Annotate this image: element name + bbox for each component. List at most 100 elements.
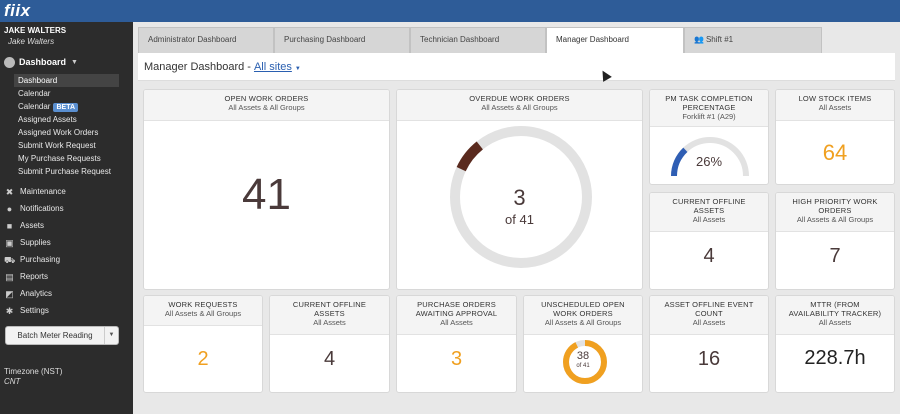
card-value: 228.7h <box>804 347 866 369</box>
chevron-down-icon[interactable]: ▼ <box>294 66 301 72</box>
cart-icon: ⛟ <box>4 254 16 265</box>
subnav-item-calendar[interactable]: Calendar <box>14 87 119 100</box>
chart-icon: ▤ <box>5 271 14 282</box>
tab-shift-1[interactable]: 👥 Shift #1 <box>684 27 822 53</box>
card-title-line1: PM TASK COMPLETION <box>665 94 753 103</box>
card-value: 4 <box>323 348 336 370</box>
dashboard-icon <box>4 56 15 68</box>
sidebar-dashboard-header[interactable]: Dashboard ▼ <box>4 55 129 69</box>
subnav-item-submit-purchase-request[interactable]: Submit Purchase Request <box>14 165 119 178</box>
subnav-item-label: Submit Purchase Request <box>18 167 111 176</box>
sidebar-item-maintenance[interactable]: ✖ Maintenance <box>4 183 129 200</box>
card-title: LOW STOCK ITEMS <box>798 94 872 103</box>
card-title-line2: AVAILABILITY TRACKER) <box>788 309 882 318</box>
card-subtitle: All Assets & All Groups <box>228 103 305 112</box>
card-value: 2 <box>197 348 209 370</box>
card-current-offline-assets-top[interactable]: CURRENT OFFLINE ASSETS All Assets 4 <box>649 192 769 290</box>
subnav-item-assigned-assets[interactable]: Assigned Assets <box>14 113 119 126</box>
sidebar-item-settings[interactable]: ✱ Settings <box>4 302 129 319</box>
sidebar-item-label: Settings <box>20 306 49 315</box>
user-name[interactable]: JAKE WALTERS <box>4 26 67 35</box>
subnav-item-submit-work-request[interactable]: Submit Work Request <box>14 139 119 152</box>
tab-technician-dashboard[interactable]: Technician Dashboard <box>410 27 546 53</box>
sidebar-item-supplies[interactable]: ▣ Supplies <box>4 234 129 251</box>
card-unscheduled-open-work-orders[interactable]: UNSCHEDULED OPEN WORK ORDERS All Assets … <box>523 295 643 393</box>
subnav-item-my-purchase-requests[interactable]: My Purchase Requests <box>14 152 119 165</box>
gauge-value-arc <box>671 147 688 177</box>
chevron-down-icon[interactable]: ▼ <box>104 327 118 344</box>
card-title-line2: ASSETS <box>314 309 345 318</box>
card-value: 38 <box>576 350 590 362</box>
card-subtitle: All Assets <box>818 103 852 112</box>
card-subtitle: All Assets <box>440 318 473 327</box>
card-value: 16 <box>697 348 721 370</box>
card-subtitle: Forklift #1 (A29) <box>682 112 736 121</box>
card-title-line2: WORK ORDERS <box>553 309 613 318</box>
sidebar: JAKE WALTERS Jake Walters Dashboard ▼ Da… <box>0 22 133 414</box>
card-title-line1: PURCHASE ORDERS <box>417 300 496 309</box>
card-of-total: of 41 <box>576 363 590 369</box>
card-work-requests[interactable]: WORK REQUESTS All Assets & All Groups 2 <box>143 295 263 393</box>
card-value: 41 <box>242 170 291 219</box>
donut-value-arc <box>450 126 592 268</box>
sidebar-dashboard-label: Dashboard <box>19 57 67 67</box>
card-title-line1: CURRENT OFFLINE <box>292 300 367 309</box>
card-subtitle: All Assets <box>692 318 726 327</box>
subnav-item-label: Assigned Assets <box>18 115 77 124</box>
tab-manager-dashboard[interactable]: Manager Dashboard <box>546 27 684 54</box>
sidebar-item-assets[interactable]: ■ Assets <box>4 217 129 234</box>
card-title: OPEN WORK ORDERS <box>224 94 309 103</box>
card-title-line1: MTTR (FROM <box>810 300 860 309</box>
batch-meter-reading-button[interactable]: Batch Meter Reading ▼ <box>5 326 119 345</box>
card-value: 3 <box>450 348 463 370</box>
card-mttr[interactable]: MTTR (FROM AVAILABILITY TRACKER) All Ass… <box>775 295 895 393</box>
subnav-item-assigned-work-orders[interactable]: Assigned Work Orders <box>14 126 119 139</box>
tab-label: Manager Dashboard <box>556 35 629 44</box>
sidebar-item-purchasing[interactable]: ⛟ Purchasing <box>4 251 129 268</box>
sidebar-item-label: Maintenance <box>20 187 66 196</box>
card-current-offline-assets-bottom[interactable]: CURRENT OFFLINE ASSETS All Assets 4 <box>269 295 390 393</box>
tab-label: Technician Dashboard <box>420 35 500 44</box>
tab-label: Administrator Dashboard <box>148 35 237 44</box>
subnav-item-calendar-beta[interactable]: Calendar BETA <box>14 100 119 113</box>
card-value: 3 <box>513 185 526 210</box>
tab-administrator-dashboard[interactable]: Administrator Dashboard <box>138 27 274 53</box>
gear-icon: ✱ <box>5 305 14 316</box>
subnav-item-dashboard[interactable]: Dashboard <box>14 74 119 87</box>
card-value: 7 <box>829 245 841 267</box>
box-icon: ▣ <box>5 237 14 248</box>
card-pm-task-completion[interactable]: PM TASK COMPLETION PERCENTAGE Forklift #… <box>649 89 769 185</box>
line-chart-icon: ◩ <box>5 288 14 299</box>
tab-purchasing-dashboard[interactable]: Purchasing Dashboard <box>274 27 410 53</box>
card-overdue-work-orders[interactable]: OVERDUE WORK ORDERS All Assets & All Gro… <box>396 89 643 290</box>
card-purchase-orders-awaiting-approval[interactable]: PURCHASE ORDERS AWAITING APPROVAL All As… <box>396 295 517 393</box>
dashboard-subnav: Dashboard Calendar Calendar BETA Assigned… <box>14 74 119 178</box>
card-title-line1: CURRENT OFFLINE <box>672 197 746 206</box>
card-high-priority-work-orders[interactable]: HIGH PRIORITY WORK ORDERS All Assets & A… <box>775 192 895 290</box>
site-selector[interactable]: All sites <box>253 61 292 73</box>
card-low-stock-items[interactable]: LOW STOCK ITEMS All Assets 64 <box>775 89 895 185</box>
tab-label: Shift #1 <box>705 35 734 44</box>
subnav-item-label: Dashboard <box>18 76 58 85</box>
card-subtitle: All Assets & All Groups <box>164 309 242 318</box>
unscheduled-donut <box>563 340 607 384</box>
card-subtitle: All Assets <box>818 318 852 327</box>
sidebar-item-reports[interactable]: ▤ Reports <box>4 268 129 285</box>
subnav-item-label: My Purchase Requests <box>18 154 101 163</box>
sidebar-item-label: Assets <box>20 221 45 230</box>
main-content: Administrator Dashboard Purchasing Dashb… <box>133 22 900 414</box>
card-title-line2: COUNT <box>695 309 723 318</box>
title-separator: - <box>247 61 251 73</box>
card-subtitle: All Assets & All Groups <box>796 215 874 224</box>
fiix-logo[interactable]: fiix <box>4 1 31 20</box>
dashboard-header: Manager Dashboard - All sites ▼ <box>138 53 895 81</box>
donut-track <box>450 126 592 268</box>
card-asset-offline-event-count[interactable]: ASSET OFFLINE EVENT COUNT All Assets 16 <box>649 295 769 393</box>
card-open-work-orders[interactable]: OPEN WORK ORDERS All Assets & All Groups… <box>143 89 390 290</box>
sidebar-item-notifications[interactable]: ● Notifications <box>4 200 129 217</box>
sidebar-item-label: Supplies <box>20 238 51 247</box>
subnav-item-label: Calendar <box>18 102 51 111</box>
wrench-icon: ✖ <box>5 186 14 197</box>
card-title-line2: PERCENTAGE <box>682 103 736 112</box>
sidebar-item-analytics[interactable]: ◩ Analytics <box>4 285 129 302</box>
